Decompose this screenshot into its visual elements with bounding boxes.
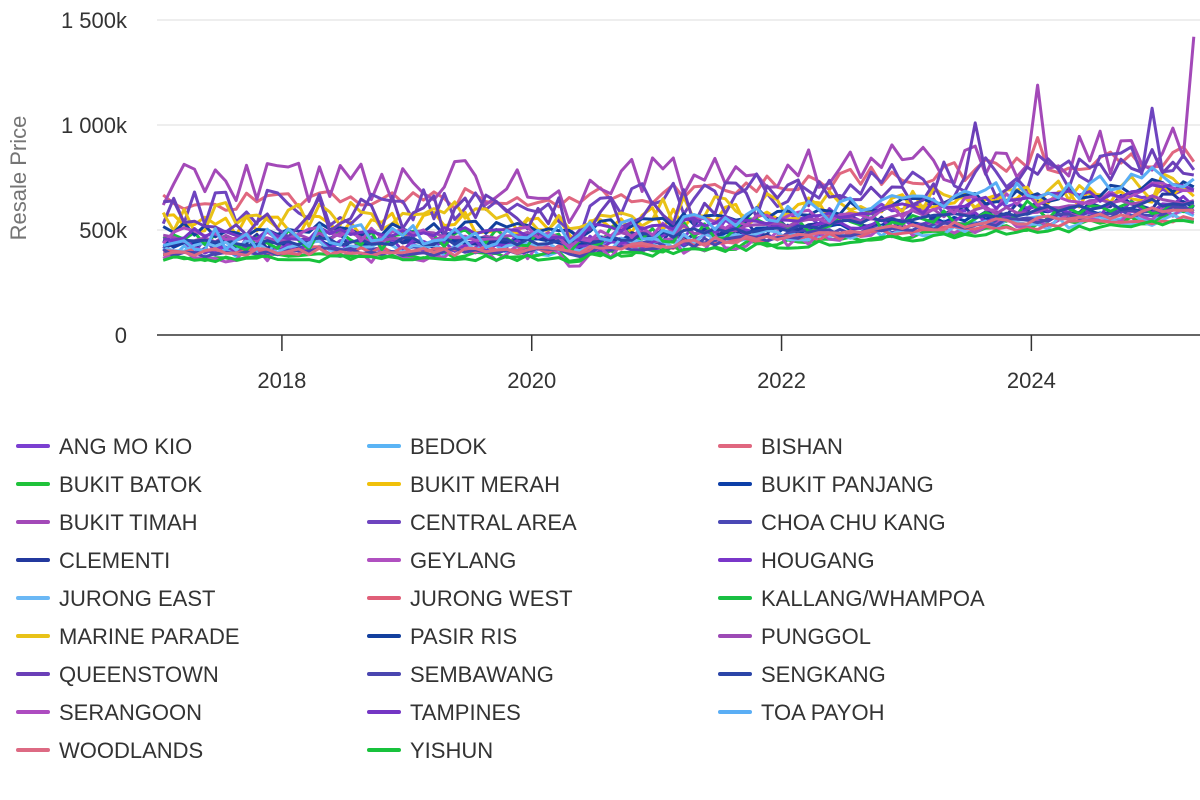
legend-item[interactable]: BEDOK: [367, 434, 487, 459]
legend-label: SERANGOON: [59, 700, 202, 725]
legend-item[interactable]: QUEENSTOWN: [16, 662, 219, 687]
legend-label: CHOA CHU KANG: [761, 510, 946, 535]
legend-item[interactable]: TOA PAYOH: [718, 700, 884, 725]
legend-label: BEDOK: [410, 434, 487, 459]
series-line-yishun: [162, 219, 1195, 264]
legend-label: HOUGANG: [761, 548, 875, 573]
x-tick-label: 2022: [757, 368, 806, 393]
legend-item[interactable]: SEMBAWANG: [367, 662, 554, 687]
legend-item[interactable]: BUKIT MERAH: [367, 472, 560, 497]
series-line-woodlands: [162, 206, 1194, 258]
legend-item[interactable]: BUKIT PANJANG: [718, 472, 934, 497]
legend-item[interactable]: GEYLANG: [367, 548, 516, 573]
y-tick-label: 1 000k: [61, 113, 128, 138]
x-tick-label: 2020: [507, 368, 556, 393]
series-line-bishan: [162, 136, 1196, 212]
legend-item[interactable]: YISHUN: [367, 738, 493, 763]
legend-item[interactable]: TAMPINES: [367, 700, 521, 725]
legend-label: GEYLANG: [410, 548, 516, 573]
legend-label: BUKIT TIMAH: [59, 510, 198, 535]
legend-label: PASIR RIS: [410, 624, 517, 649]
legend-label: ANG MO KIO: [59, 434, 192, 459]
legend-label: MARINE PARADE: [59, 624, 240, 649]
legend-item[interactable]: MARINE PARADE: [16, 624, 240, 649]
y-axis: 0 500k 1 000k 1 500k: [61, 8, 128, 348]
legend-item[interactable]: PASIR RIS: [367, 624, 517, 649]
legend-item[interactable]: BUKIT BATOK: [16, 472, 202, 497]
legend-item[interactable]: PUNGGOL: [718, 624, 871, 649]
legend-item[interactable]: KALLANG/WHAMPOA: [718, 586, 985, 611]
series-line-queenstown: [163, 121, 1195, 243]
y-tick-label: 500k: [79, 218, 128, 243]
legend-label: KALLANG/WHAMPOA: [761, 586, 985, 611]
legend-item[interactable]: WOODLANDS: [16, 738, 203, 763]
legend-item[interactable]: SENGKANG: [718, 662, 886, 687]
y-tick-label: 1 500k: [61, 8, 128, 33]
legend-item[interactable]: HOUGANG: [718, 548, 875, 573]
legend-item[interactable]: BISHAN: [718, 434, 843, 459]
legend-item[interactable]: BUKIT TIMAH: [16, 510, 198, 535]
legend-label: JURONG WEST: [410, 586, 573, 611]
legend-label: QUEENSTOWN: [59, 662, 219, 687]
y-tick-label: 0: [115, 323, 127, 348]
legend-label: JURONG EAST: [59, 586, 215, 611]
legend-item[interactable]: CENTRAL AREA: [367, 510, 577, 535]
legend: ANG MO KIO BEDOK BISHAN BUKIT BATOK BUKIT ME…: [16, 434, 985, 763]
legend-label: BUKIT MERAH: [410, 472, 560, 497]
legend-label: PUNGGOL: [761, 624, 871, 649]
legend-label: CENTRAL AREA: [410, 510, 577, 535]
legend-label: TAMPINES: [410, 700, 521, 725]
legend-label: YISHUN: [410, 738, 493, 763]
legend-item[interactable]: CHOA CHU KANG: [718, 510, 946, 535]
legend-label: TOA PAYOH: [761, 700, 884, 725]
series-line-toa-payoh: [162, 166, 1195, 252]
x-axis: 2018 2020 2022 2024: [157, 334, 1200, 393]
series-line-central-area: [161, 106, 1196, 240]
x-tick-label: 2018: [257, 368, 306, 393]
legend-item[interactable]: CLEMENTI: [16, 548, 170, 573]
legend-label: CLEMENTI: [59, 548, 170, 573]
legend-item[interactable]: SERANGOON: [16, 700, 202, 725]
legend-label: BUKIT PANJANG: [761, 472, 934, 497]
x-tick-label: 2024: [1007, 368, 1056, 393]
series-line-bukit-timah: [161, 36, 1196, 224]
legend-label: SEMBAWANG: [410, 662, 554, 687]
legend-label: BISHAN: [761, 434, 843, 459]
legend-label: BUKIT BATOK: [59, 472, 202, 497]
series-lines: [161, 36, 1196, 268]
legend-item[interactable]: ANG MO KIO: [16, 434, 192, 459]
legend-item[interactable]: JURONG WEST: [367, 586, 573, 611]
legend-label: SENGKANG: [761, 662, 886, 687]
legend-item[interactable]: JURONG EAST: [16, 586, 215, 611]
legend-label: WOODLANDS: [59, 738, 203, 763]
y-axis-label: Resale Price: [6, 116, 31, 241]
